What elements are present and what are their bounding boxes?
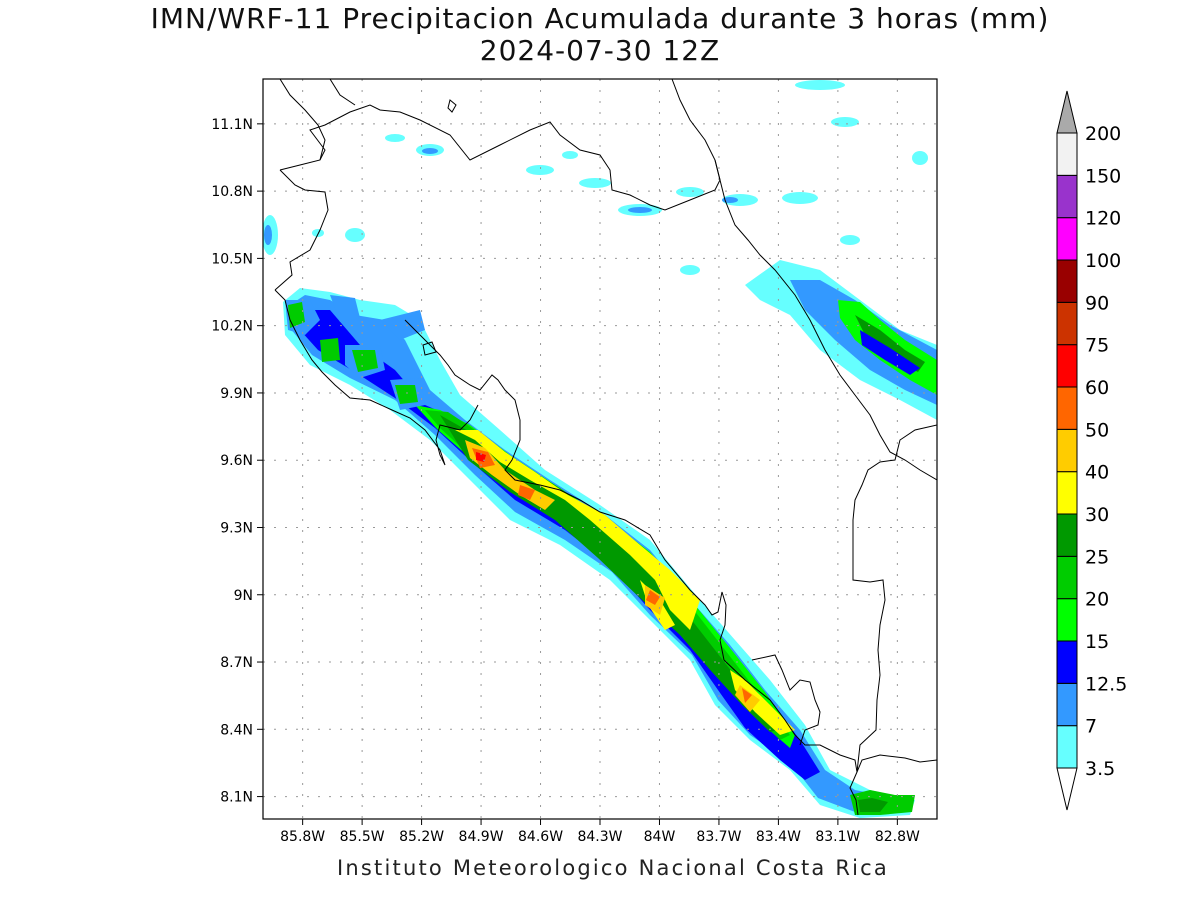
colorbar: 3.5 7 12.5 15 20 25 30 40 50 60 75 90 100 120 150 200 (1056, 90, 1127, 811)
colorbar-label: 40 (1085, 462, 1109, 484)
lat-tick-label: 8.4N (220, 722, 253, 738)
lat-tick-label: 9.6N (220, 453, 253, 469)
colorbar-label: 120 (1085, 208, 1121, 230)
lat-tick-label: 9.3N (220, 520, 253, 536)
map-footer-credit: Instituto Meteorologico Nacional Costa R… (337, 856, 889, 880)
colorbar-swatch (1056, 344, 1078, 388)
lat-tick-label: 9.9N (220, 386, 253, 402)
lon-tick-label: 84.3W (577, 829, 622, 845)
colorbar-label: 75 (1085, 335, 1109, 357)
latitude-tick-labels: 11.1N 10.8N 10.5N 10.2N 9.9N 9.6N 9.3N 9N 8.7N 8.… (211, 117, 263, 806)
panama-border (856, 754, 937, 773)
lon-tick-label: 84.9W (459, 829, 504, 845)
colorbar-label: 20 (1085, 589, 1109, 611)
map-gridlines (263, 79, 937, 819)
rain-band-caribbean-25 (855, 315, 925, 372)
lat-tick-label: 8.1N (220, 790, 253, 806)
osa-peninsula-coast (723, 659, 859, 816)
rain-cells-west-inner (288, 302, 418, 404)
colorbar-swatch (1056, 174, 1078, 219)
lat-tick-label: 8.7N (220, 655, 253, 671)
lon-tick-label: 85.8W (280, 829, 325, 845)
precipitation-field (263, 80, 937, 818)
colorbar-label: 150 (1085, 165, 1121, 187)
small-island-nicoya (422, 341, 437, 356)
lon-tick-label: 83.4W (756, 829, 801, 845)
colorbar-label: 90 (1085, 292, 1109, 314)
colorbar-swatch (1056, 301, 1078, 346)
colorbar-label: 30 (1085, 504, 1109, 526)
nicaragua-costa-rica-border (279, 79, 721, 211)
map-title: IMN/WRF-11 Precipitacion Acumulada duran… (150, 2, 1050, 35)
pacific-coast-nicoya (274, 289, 479, 466)
colorbar-swatch (1056, 598, 1078, 642)
lon-tick-label: 85.2W (399, 829, 444, 845)
nicoya-gulf-coast-north (274, 169, 329, 291)
lon-tick-label: 85.5W (340, 829, 385, 845)
lon-tick-label: 82.8W (875, 829, 920, 845)
scattered-cells-north (263, 80, 928, 275)
longitude-tick-labels: 85.8W 85.5W 85.2W 84.9W 84.6W 84.3W 84W 83.7W 83… (280, 819, 920, 845)
colorbar-swatch (1056, 428, 1078, 473)
lon-tick-label: 83.1W (815, 829, 860, 845)
lat-tick-label: 10.5N (211, 251, 253, 267)
lon-tick-label: 83.7W (696, 829, 741, 845)
colorbar-label: 25 (1085, 546, 1109, 568)
small-island-north (447, 99, 457, 113)
rain-cell-southeast-inner (858, 798, 888, 812)
colorbar-swatch (1056, 471, 1078, 515)
colorbar-label: 7 (1085, 716, 1097, 738)
colorbar-swatch (1056, 682, 1078, 727)
rain-band-caribbean-12 (860, 330, 920, 375)
colorbar-swatch (1056, 217, 1078, 261)
colorbar-label: 15 (1085, 631, 1109, 653)
colorbar-label: 12.5 (1085, 673, 1127, 695)
map-area (263, 79, 937, 819)
colorbar-swatch (1056, 259, 1078, 303)
lat-tick-label: 10.2N (211, 319, 253, 335)
colorbar-upper-extension (1056, 90, 1078, 134)
caribbean-coast (714, 159, 937, 481)
bocas-del-toro-coast (852, 424, 937, 773)
nicoya-peninsula-inner-coast (404, 319, 727, 661)
coastlines-and-borders (274, 79, 937, 816)
colorbar-label: 50 (1085, 419, 1109, 441)
colorbar-label: 200 (1085, 123, 1121, 145)
lon-tick-label: 84W (644, 829, 676, 845)
colorbar-swatch (1056, 386, 1078, 430)
lat-tick-label: 11.1N (211, 117, 253, 133)
colorbar-label: 100 (1085, 250, 1121, 272)
colorbar-swatch (1056, 555, 1078, 600)
colorbar-swatch (1056, 132, 1078, 176)
colorbar-swatch (1056, 725, 1078, 769)
scattered-cells-north-7 (264, 148, 738, 245)
golfo-dulce-coast (751, 654, 821, 746)
colorbar-swatch (1056, 513, 1078, 557)
colorbar-label: 3.5 (1085, 758, 1115, 780)
rain-band-pacific-30 (455, 430, 795, 735)
lake-nicaragua-shore (279, 79, 356, 161)
lat-tick-label: 9N (234, 588, 253, 604)
colorbar-label: 60 (1085, 377, 1109, 399)
map-subtitle: 2024-07-30 12Z (479, 34, 721, 67)
colorbar-swatch (1056, 640, 1078, 684)
lat-tick-label: 10.8N (211, 184, 253, 200)
rain-band-pacific-40 (465, 440, 760, 712)
lon-tick-label: 84.6W (518, 829, 563, 845)
rain-band-pacific-60 (476, 452, 486, 462)
colorbar-lower-extension (1056, 767, 1078, 811)
